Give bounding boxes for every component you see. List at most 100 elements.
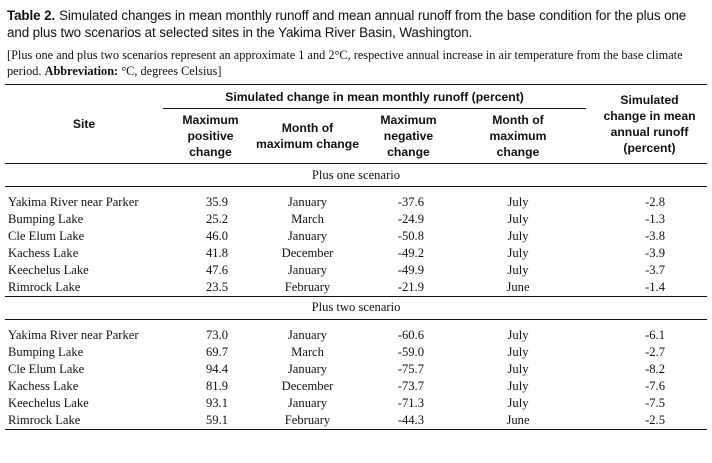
section-spacer: [5, 187, 707, 195]
site-cell: Cle Elum Lake: [8, 362, 85, 376]
positive-month-cell: February: [284, 280, 331, 294]
max-positive-cell: 47.6: [205, 263, 228, 277]
positive-month-cell: January: [287, 263, 328, 277]
table-row: Rimrock Lake 23.5 February -21.9 June -1.4: [5, 279, 707, 297]
max-negative-cell: -75.7: [397, 362, 424, 376]
table-row: Yakima River near Parker 73.0 January -60.6…: [5, 327, 707, 344]
negative-month-cell: July: [507, 246, 529, 260]
negative-month-cell: July: [507, 195, 529, 209]
max-negative-cell: -73.7: [397, 379, 424, 393]
negative-month-cell: June: [506, 413, 530, 427]
max-negative-cell: -59.0: [397, 345, 424, 359]
annual-change-cell: -1.4: [645, 280, 665, 294]
negative-month-cell: July: [507, 362, 529, 376]
annual-change-cell: -8.2: [645, 362, 665, 376]
table-note-text: [Plus one and plus two scenarios represe…: [7, 48, 683, 78]
positive-month-cell: March: [291, 212, 324, 226]
table-row: Keechelus Lake 93.1 January -71.3 July -7.5: [5, 395, 707, 412]
table-row: Rimrock Lake 59.1 February -44.3 June -2.5: [5, 412, 707, 430]
table-row: Kachess Lake 81.9 December -73.7 July -7.6: [5, 378, 707, 395]
table-row: Kachess Lake 41.8 December -49.2 July -3.9: [5, 245, 707, 262]
annual-change-cell: -1.3: [645, 212, 665, 226]
site-cell: Bumping Lake: [8, 212, 84, 226]
table-row: Bumping Lake 25.2 March -24.9 July -1.3: [5, 211, 707, 228]
negative-month-cell: July: [507, 345, 529, 359]
table-title: Simulated changes in mean monthly runoff…: [7, 8, 687, 40]
max-positive-cell: 35.9: [205, 195, 228, 209]
max-negative-cell: -44.3: [397, 413, 424, 427]
site-cell: Rimrock Lake: [8, 413, 81, 427]
table-row: Keechelus Lake 47.6 January -49.9 July -3.7: [5, 262, 707, 279]
max-positive-cell: 81.9: [205, 379, 228, 393]
max-positive-cell: 59.1: [205, 413, 228, 427]
header-annual-change: Simulated change in mean annual runoff (…: [586, 84, 707, 164]
max-positive-cell: 94.4: [205, 362, 228, 376]
positive-month-cell: January: [287, 396, 328, 410]
annual-change-cell: -6.1: [645, 328, 665, 342]
max-positive-cell: 93.1: [205, 396, 228, 410]
negative-month-cell: July: [507, 379, 529, 393]
site-cell: Keechelus Lake: [8, 396, 89, 410]
section-label: Plus two scenario: [311, 300, 401, 315]
annual-change-cell: -7.6: [645, 379, 665, 393]
max-positive-cell: 25.2: [205, 212, 228, 226]
negative-month-cell: July: [507, 396, 529, 410]
negative-month-cell: July: [507, 328, 529, 342]
table-body: Plus one scenario Yakima River near Parke…: [5, 164, 707, 430]
max-positive-cell: 73.0: [205, 328, 228, 342]
max-negative-cell: -71.3: [397, 396, 424, 410]
annual-change-cell: -3.7: [645, 263, 665, 277]
annual-change-cell: -2.7: [645, 345, 665, 359]
max-negative-cell: -37.6: [397, 195, 424, 209]
max-positive-cell: 69.7: [205, 345, 228, 359]
positive-month-cell: March: [291, 345, 324, 359]
positive-month-cell: February: [284, 413, 331, 427]
max-negative-cell: -60.6: [397, 328, 424, 342]
site-cell: Bumping Lake: [8, 345, 84, 359]
positive-month-cell: December: [281, 246, 334, 260]
annual-change-cell: -3.9: [645, 246, 665, 260]
site-cell: Yakima River near Parker: [8, 328, 139, 342]
site-cell: Kachess Lake: [8, 379, 79, 393]
max-negative-cell: -24.9: [397, 212, 424, 226]
site-cell: Rimrock Lake: [8, 280, 81, 294]
header-month-max-positive: Month of maximum change: [256, 121, 359, 151]
max-negative-cell: -49.9: [397, 263, 424, 277]
annual-change-cell: -3.8: [645, 229, 665, 243]
negative-month-cell: July: [507, 263, 529, 277]
header-group-monthly: Simulated change in mean monthly runoff …: [163, 84, 586, 109]
section-spacer: [5, 320, 707, 328]
abbreviation-text: °C, degrees Celsius]: [118, 64, 222, 78]
site-cell: Yakima River near Parker: [8, 195, 139, 209]
table-container: Table 2. Simulated changes in mean monthl…: [5, 7, 707, 430]
positive-month-cell: January: [287, 195, 328, 209]
max-negative-cell: -21.9: [397, 280, 424, 294]
abbreviation-label: Abbreviation:: [44, 64, 119, 78]
header-max-positive: Maximum positive change: [182, 113, 239, 159]
max-negative-cell: -50.8: [397, 229, 424, 243]
table-row: Cle Elum Lake 94.4 January -75.7 July -8.2: [5, 361, 707, 378]
annual-change-cell: -2.8: [645, 195, 665, 209]
positive-month-cell: December: [281, 379, 334, 393]
table-note: [Plus one and plus two scenarios represe…: [7, 47, 707, 79]
positive-month-cell: January: [287, 229, 328, 243]
max-positive-cell: 46.0: [205, 229, 228, 243]
negative-month-cell: July: [507, 212, 529, 226]
negative-month-cell: July: [507, 229, 529, 243]
table-row: Cle Elum Lake 46.0 January -50.8 July -3.8: [5, 228, 707, 245]
negative-month-cell: June: [506, 280, 530, 294]
positive-month-cell: January: [287, 328, 328, 342]
table-row: Bumping Lake 69.7 March -59.0 July -2.7: [5, 344, 707, 361]
site-cell: Kachess Lake: [8, 246, 79, 260]
annual-change-cell: -7.5: [645, 396, 665, 410]
table-caption: Table 2. Simulated changes in mean monthl…: [7, 7, 707, 41]
section-label: Plus one scenario: [311, 167, 401, 182]
header-month-max-negative: Month of maximum change: [489, 113, 547, 159]
positive-month-cell: January: [287, 362, 328, 376]
section-row: Plus two scenario: [5, 297, 707, 320]
site-cell: Cle Elum Lake: [8, 229, 85, 243]
header-site: Site: [5, 84, 163, 164]
annual-change-cell: -2.5: [645, 413, 665, 427]
max-positive-cell: 23.5: [205, 280, 228, 294]
site-cell: Keechelus Lake: [8, 263, 89, 277]
